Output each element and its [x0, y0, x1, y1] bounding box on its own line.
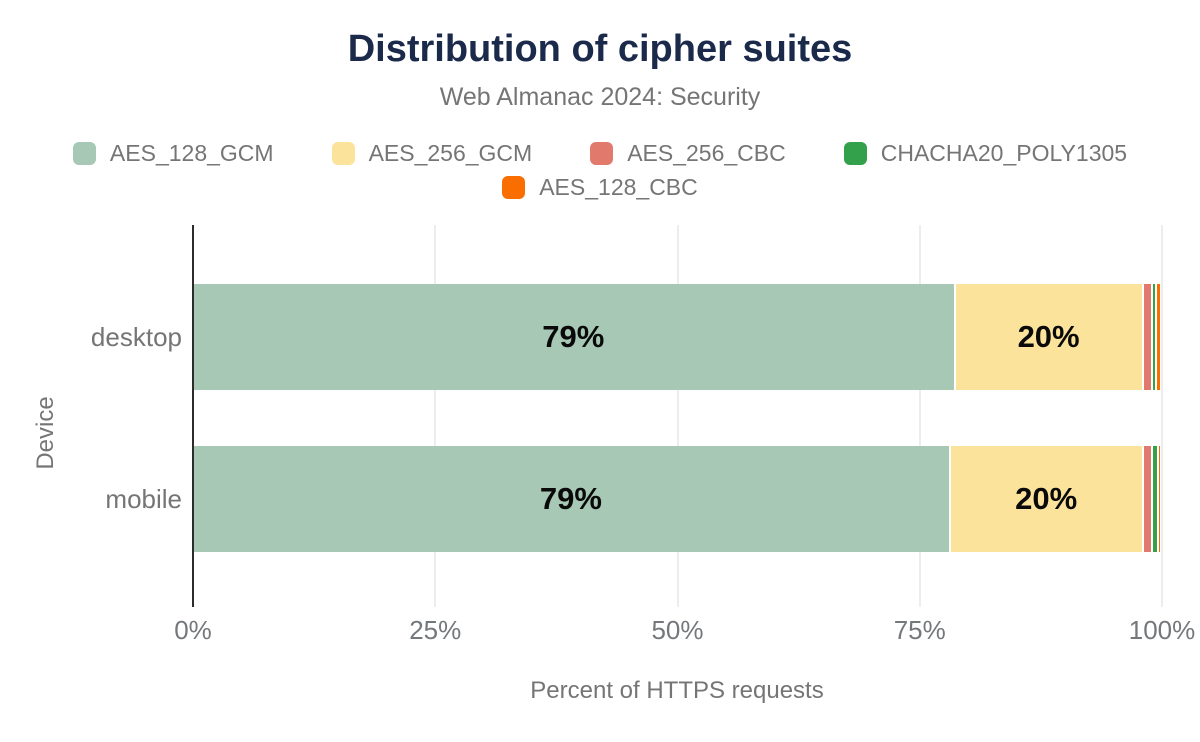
x-tick-label-50: 50%	[651, 615, 704, 645]
bar-segment-aes-256-gcm: 20%	[955, 284, 1144, 390]
bar-segment-chacha20-poly1305	[1153, 446, 1160, 552]
bar-row-desktop: 79% 20%	[193, 284, 1162, 390]
legend-item-aes-256-gcm: AES_256_GCM	[331, 139, 533, 167]
bar-segment-chacha20-poly1305	[1153, 284, 1158, 390]
bar-segment-aes-128-cbc	[1157, 284, 1161, 390]
gridline-50	[676, 225, 679, 607]
legend-swatch-icon	[590, 141, 614, 165]
legend-swatch-icon	[843, 141, 867, 165]
category-label-desktop: desktop	[90, 321, 182, 352]
bar-segment-aes-128-gcm: 79%	[193, 446, 951, 552]
category-label-mobile: mobile	[105, 483, 182, 514]
x-tick-label-75: 75%	[893, 615, 946, 645]
bar-value-label: 20%	[1015, 481, 1078, 516]
chart-header: Distribution of cipher suites Web Almana…	[0, 27, 1200, 201]
x-tick-label-25: 25%	[409, 615, 462, 645]
legend-swatch-icon	[72, 141, 96, 165]
bar-value-label: 79%	[542, 319, 605, 354]
x-tick-label-0: 0%	[174, 615, 212, 645]
y-axis-line	[192, 225, 194, 607]
bar-row-mobile: 79% 20%	[193, 446, 1162, 552]
chart-title: Distribution of cipher suites	[347, 28, 853, 70]
legend-label: AES_256_GCM	[368, 139, 533, 166]
chart-subtitle: Web Almanac 2024: Security	[439, 82, 761, 111]
legend-label: AES_256_CBC	[627, 139, 786, 166]
legend: AES_128_GCM AES_256_GCM AES_256_CBC CHACHA2…	[0, 140, 1200, 201]
bar-segment-aes-256-gcm: 20%	[950, 446, 1144, 552]
legend-item-aes-256-cbc: AES_256_CBC	[590, 140, 786, 167]
legend-item-aes-128-gcm: AES_128_GCM	[72, 139, 274, 167]
bar-value-label: 20%	[1017, 319, 1080, 354]
bar-value-label: 79%	[539, 481, 602, 516]
x-tick-label-100: 100%	[1128, 615, 1196, 645]
legend-row: AES_128_CBC	[0, 174, 1200, 201]
gridline-75	[918, 225, 921, 607]
legend-label: AES_128_GCM	[109, 139, 274, 166]
plot-area: 79% 20% 79% 20%	[193, 225, 1163, 607]
bar-segment-aes-128-gcm: 79%	[193, 284, 956, 390]
gridline-25	[434, 225, 437, 607]
x-axis-title: Percent of HTTPS requests	[530, 677, 824, 704]
legend-label: CHACHA20_POLY1305	[880, 139, 1128, 166]
legend-item-chacha20-poly1305: CHACHA20_POLY1305	[843, 139, 1128, 167]
legend-label: AES_128_CBC	[539, 173, 698, 200]
legend-item-aes-128-cbc: AES_128_CBC	[502, 174, 698, 201]
bar-segment-aes-256-cbc	[1143, 284, 1154, 390]
gridline-100	[1161, 225, 1163, 607]
legend-swatch-icon	[331, 141, 355, 165]
bar-segment-aes-256-cbc	[1143, 446, 1154, 552]
legend-swatch-icon	[502, 175, 526, 199]
legend-row: AES_128_GCM AES_256_GCM AES_256_CBC CHACHA2…	[0, 140, 1200, 167]
